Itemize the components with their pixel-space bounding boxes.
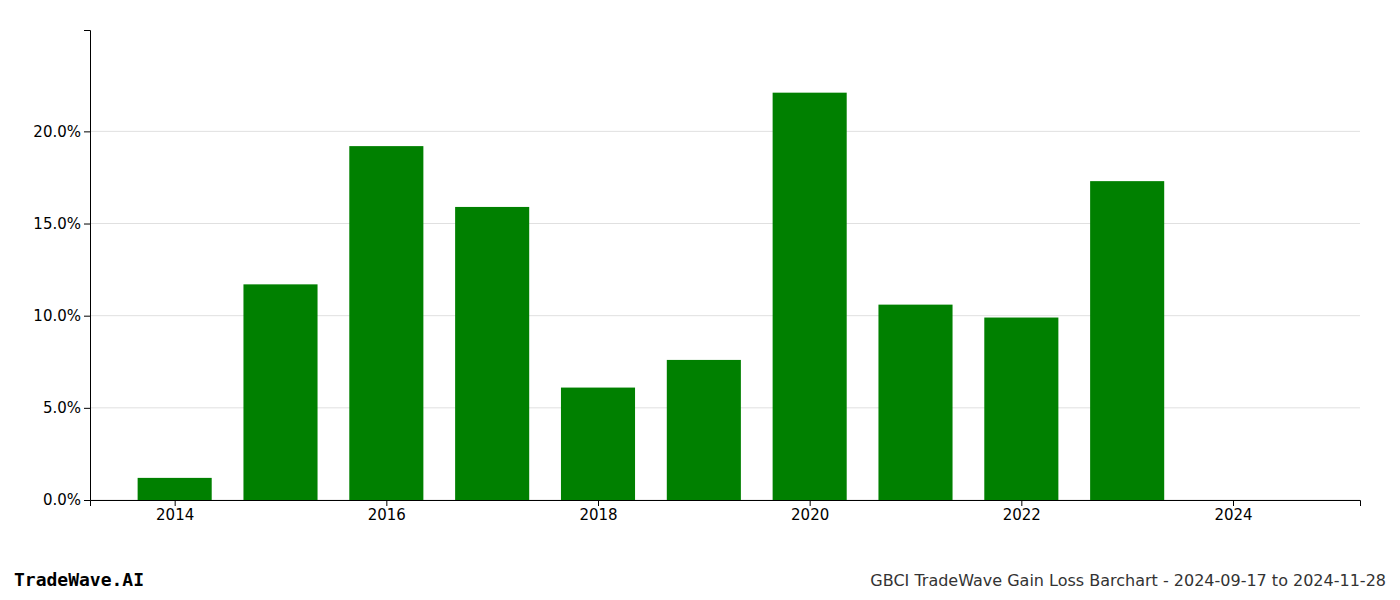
tick: 2020 — [791, 500, 829, 524]
tick: 2018 — [579, 500, 617, 524]
tick-label: 20.0% — [33, 123, 81, 141]
tick: 5.0% — [43, 399, 90, 417]
plot-area: 2014 2016 2018 2020 2022 2024 0.0% 5.0% 10.0% 15.… — [33, 31, 1360, 524]
tick-mark — [84, 408, 90, 409]
bar — [138, 478, 212, 500]
axis-line — [91, 501, 1361, 507]
grid-line — [90, 131, 1360, 132]
bar — [878, 305, 952, 500]
tick: 2022 — [1003, 500, 1041, 524]
chart-svg: 2014 2016 2018 2020 2022 2024 0.0% 5.0% 10.0% 15.… — [0, 0, 1400, 600]
tick: 2016 — [368, 500, 406, 524]
tick-label: 2018 — [579, 506, 617, 524]
grid-line — [90, 223, 1360, 224]
tick-label: 10.0% — [33, 307, 81, 325]
tick-label: 2020 — [791, 506, 829, 524]
bar — [455, 207, 529, 500]
watermark: TradeWave.AI — [14, 569, 144, 590]
tick-mark — [84, 131, 90, 132]
tick-label: 2022 — [1003, 506, 1041, 524]
y-axis: 0.0% 5.0% 10.0% 15.0% 20.0% — [33, 31, 90, 510]
bar — [667, 360, 741, 500]
tick: 2024 — [1214, 500, 1252, 524]
tick-mark — [84, 316, 90, 317]
tick: 0.0% — [43, 491, 90, 509]
tick-label: 2024 — [1214, 506, 1252, 524]
bar — [1090, 181, 1164, 500]
tick: 10.0% — [33, 307, 90, 325]
bar — [243, 284, 317, 500]
title: GBCI TradeWave Gain Loss Barchart - 2024… — [870, 571, 1386, 590]
tick-label: 2016 — [368, 506, 406, 524]
page: {"chart_data": { "type": "bar", "title":… — [0, 0, 1400, 600]
chart-container: 2014 2016 2018 2020 2022 2024 0.0% 5.0% 10.0% 15.… — [0, 0, 1400, 600]
bars — [138, 93, 1165, 500]
grid — [90, 131, 1360, 500]
tick-mark — [84, 224, 90, 225]
bar — [984, 318, 1058, 500]
tick-label: 0.0% — [43, 491, 81, 509]
tick: 20.0% — [33, 123, 90, 141]
tick-label: 5.0% — [43, 399, 81, 417]
tick-mark — [84, 500, 90, 501]
bar — [349, 146, 423, 500]
tick-label: 15.0% — [33, 215, 81, 233]
bar — [561, 388, 635, 500]
axis-line — [84, 31, 91, 501]
x-axis: 2014 2016 2018 2020 2022 2024 — [91, 500, 1361, 524]
tick: 2014 — [156, 500, 194, 524]
tick: 15.0% — [33, 215, 90, 233]
tick-label: 2014 — [156, 506, 194, 524]
bar — [773, 93, 847, 500]
